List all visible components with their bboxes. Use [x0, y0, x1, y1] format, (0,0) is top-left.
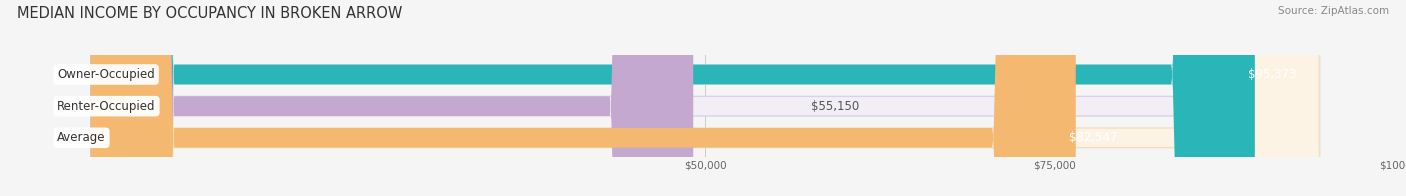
FancyBboxPatch shape [91, 0, 1319, 196]
FancyBboxPatch shape [91, 0, 1254, 196]
FancyBboxPatch shape [91, 0, 693, 196]
Text: $55,150: $55,150 [810, 100, 859, 113]
FancyBboxPatch shape [91, 0, 1319, 196]
Text: MEDIAN INCOME BY OCCUPANCY IN BROKEN ARROW: MEDIAN INCOME BY OCCUPANCY IN BROKEN ARR… [17, 6, 402, 21]
FancyBboxPatch shape [91, 0, 1319, 196]
Text: Renter-Occupied: Renter-Occupied [58, 100, 156, 113]
Text: Owner-Occupied: Owner-Occupied [58, 68, 155, 81]
Text: $95,373: $95,373 [1249, 68, 1296, 81]
FancyBboxPatch shape [91, 0, 1076, 196]
Text: Average: Average [58, 131, 105, 144]
Text: Source: ZipAtlas.com: Source: ZipAtlas.com [1278, 6, 1389, 16]
Text: $82,547: $82,547 [1069, 131, 1118, 144]
